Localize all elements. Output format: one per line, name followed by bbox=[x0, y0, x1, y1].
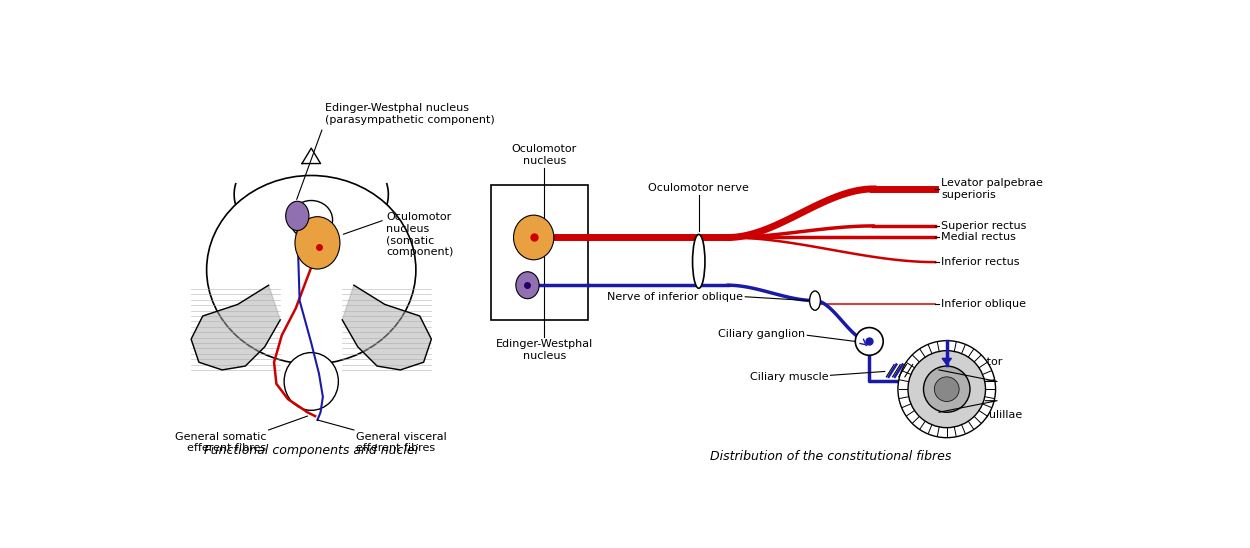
Circle shape bbox=[908, 351, 985, 427]
Ellipse shape bbox=[284, 352, 339, 410]
Text: Oculomotor
nucleus: Oculomotor nucleus bbox=[511, 144, 578, 166]
Ellipse shape bbox=[206, 175, 416, 364]
Circle shape bbox=[924, 366, 970, 412]
Polygon shape bbox=[191, 285, 280, 370]
Ellipse shape bbox=[516, 272, 539, 299]
Text: General visceral
efferent fibres: General visceral efferent fibres bbox=[356, 431, 447, 453]
Polygon shape bbox=[342, 285, 431, 370]
Ellipse shape bbox=[286, 201, 309, 231]
Text: Constrictor
pupillae: Constrictor pupillae bbox=[941, 357, 1002, 379]
Polygon shape bbox=[942, 358, 951, 364]
Text: Distribution of the constitutional fibres: Distribution of the constitutional fibre… bbox=[710, 450, 951, 464]
Circle shape bbox=[855, 328, 884, 355]
Text: Ciliary muscle: Ciliary muscle bbox=[750, 372, 829, 382]
Text: Nerve of inferior oblique: Nerve of inferior oblique bbox=[608, 292, 742, 302]
Text: Edinger-Westphal
nucleus: Edinger-Westphal nucleus bbox=[496, 339, 592, 361]
Text: Inferior oblique: Inferior oblique bbox=[941, 299, 1026, 310]
Bar bbox=[491, 185, 588, 320]
Text: Superior rectus: Superior rectus bbox=[941, 221, 1026, 231]
Text: Inferior rectus: Inferior rectus bbox=[941, 257, 1020, 267]
Circle shape bbox=[898, 341, 995, 438]
Text: Levator palpebrae
superioris: Levator palpebrae superioris bbox=[941, 178, 1044, 200]
Ellipse shape bbox=[514, 215, 554, 260]
Text: Medial rectus: Medial rectus bbox=[941, 232, 1016, 242]
Circle shape bbox=[934, 377, 959, 402]
Ellipse shape bbox=[693, 235, 705, 288]
Ellipse shape bbox=[290, 201, 332, 239]
Text: Edinger-Westphal nucleus
(parasympathetic component): Edinger-Westphal nucleus (parasympatheti… bbox=[325, 104, 495, 125]
Text: Functional components and nuclei: Functional components and nuclei bbox=[204, 444, 419, 457]
Text: Dilator pulillae: Dilator pulillae bbox=[941, 409, 1022, 420]
Ellipse shape bbox=[810, 291, 820, 310]
Text: Oculomotor
nucleus
(somatic
component): Oculomotor nucleus (somatic component) bbox=[386, 212, 454, 257]
Text: Oculomotor nerve: Oculomotor nerve bbox=[649, 183, 749, 193]
Text: Ciliary ganglion: Ciliary ganglion bbox=[718, 329, 805, 339]
Text: General somatic
efferent fibres: General somatic efferent fibres bbox=[175, 431, 266, 453]
Ellipse shape bbox=[295, 216, 340, 269]
